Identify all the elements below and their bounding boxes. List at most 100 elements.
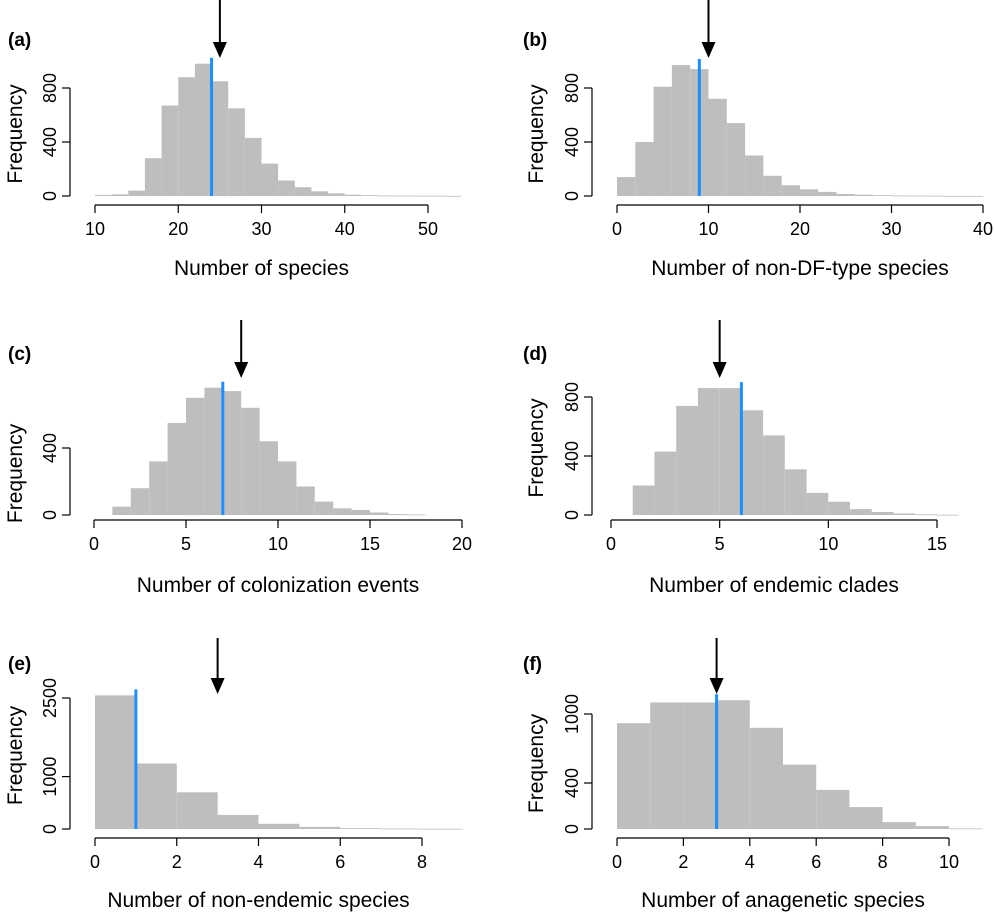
y-axis-title: Frequency — [525, 398, 548, 498]
panel-label: (d) — [523, 344, 547, 365]
x-tick-label: 2 — [678, 852, 688, 872]
bar — [422, 828, 463, 830]
x-tick-label: 4 — [745, 852, 755, 872]
bar — [351, 510, 370, 515]
bar — [204, 387, 223, 515]
bar — [836, 194, 855, 196]
bar — [296, 486, 315, 515]
panel-label: (a) — [8, 30, 31, 51]
y-tick-label: 400 — [40, 127, 60, 157]
bar — [167, 422, 186, 515]
bar — [617, 177, 636, 196]
bar — [915, 826, 949, 829]
y-tick-label: 1000 — [40, 757, 60, 797]
bar — [112, 506, 131, 515]
bar — [95, 695, 136, 829]
bar — [381, 828, 422, 830]
y-axis-title: Frequency — [4, 705, 27, 805]
x-tick-label: 0 — [89, 534, 99, 554]
y-tick-label: 800 — [562, 382, 582, 412]
bar — [161, 105, 179, 196]
bar — [697, 388, 720, 515]
x-tick-label: 10 — [85, 219, 105, 239]
x-tick-label: 20 — [452, 534, 472, 554]
x-tick-label: 8 — [417, 852, 427, 872]
bar — [719, 388, 742, 515]
bar — [882, 822, 916, 829]
bar — [217, 814, 259, 829]
bar — [854, 194, 874, 196]
bar — [818, 191, 837, 196]
bar — [653, 86, 672, 196]
y-tick-label: 0 — [562, 824, 582, 834]
bar — [964, 195, 983, 197]
bar — [228, 108, 245, 197]
bar — [873, 195, 892, 196]
bar — [95, 194, 112, 196]
bar — [806, 492, 829, 515]
bar — [749, 727, 783, 829]
y-axis-title: Frequency — [525, 84, 548, 184]
bar — [654, 451, 677, 515]
arrow-head — [712, 362, 727, 378]
bar — [144, 158, 162, 196]
y-tick-label: 0 — [40, 191, 60, 201]
bar — [828, 501, 850, 515]
bar — [361, 195, 379, 196]
bar — [370, 512, 389, 515]
bar — [949, 828, 983, 830]
bar — [344, 194, 362, 196]
bar — [893, 513, 916, 515]
x-tick-label: 6 — [811, 852, 821, 872]
bar — [128, 190, 145, 196]
bar — [333, 508, 352, 515]
arrow-head — [701, 42, 716, 58]
bar — [186, 397, 205, 516]
bar — [311, 191, 329, 196]
bar — [314, 501, 334, 515]
bar — [763, 435, 785, 515]
bar — [617, 723, 651, 829]
panel-label: (e) — [8, 654, 31, 675]
bar — [294, 187, 312, 196]
panel-f: 0 2 4 6 8 10 0 400 1000 Number of anagenetic spec… — [523, 638, 983, 912]
y-axis-title: Frequency — [4, 84, 27, 184]
x-tick-label: 50 — [418, 219, 438, 239]
bar — [278, 461, 297, 515]
panel-e: 0 2 4 6 8 0 1000 2500 Number of non-endemic spec… — [4, 638, 463, 912]
bar — [388, 514, 407, 515]
bar — [928, 195, 947, 197]
bar — [244, 137, 262, 196]
x-tick-label: 15 — [927, 534, 947, 554]
bar — [871, 512, 894, 515]
bar — [909, 195, 929, 197]
bar — [241, 407, 260, 515]
bar — [378, 195, 395, 197]
x-axis-title: Number of species — [174, 257, 349, 280]
x-tick-label: 10 — [268, 534, 288, 554]
bar — [726, 123, 746, 196]
x-axis-title: Number of endemic clades — [649, 574, 899, 597]
x-tick-label: 0 — [612, 219, 622, 239]
x-tick-label: 5 — [181, 534, 191, 554]
bar — [261, 163, 279, 196]
x-tick-label: 10 — [698, 219, 718, 239]
x-tick-label: 40 — [973, 219, 993, 239]
bar — [394, 195, 412, 197]
bar — [676, 405, 698, 515]
y-tick-label: 400 — [40, 433, 60, 463]
bar — [428, 195, 445, 197]
bar — [130, 488, 150, 515]
bar — [784, 469, 807, 515]
bar — [194, 63, 212, 197]
bar — [850, 509, 872, 515]
bar — [135, 763, 177, 829]
x-axis-title: Number of anagenetic species — [641, 889, 925, 912]
y-tick-label: 800 — [562, 73, 582, 103]
x-tick-label: 10 — [939, 852, 959, 872]
bar — [683, 702, 717, 829]
x-tick-label: 6 — [335, 852, 345, 872]
